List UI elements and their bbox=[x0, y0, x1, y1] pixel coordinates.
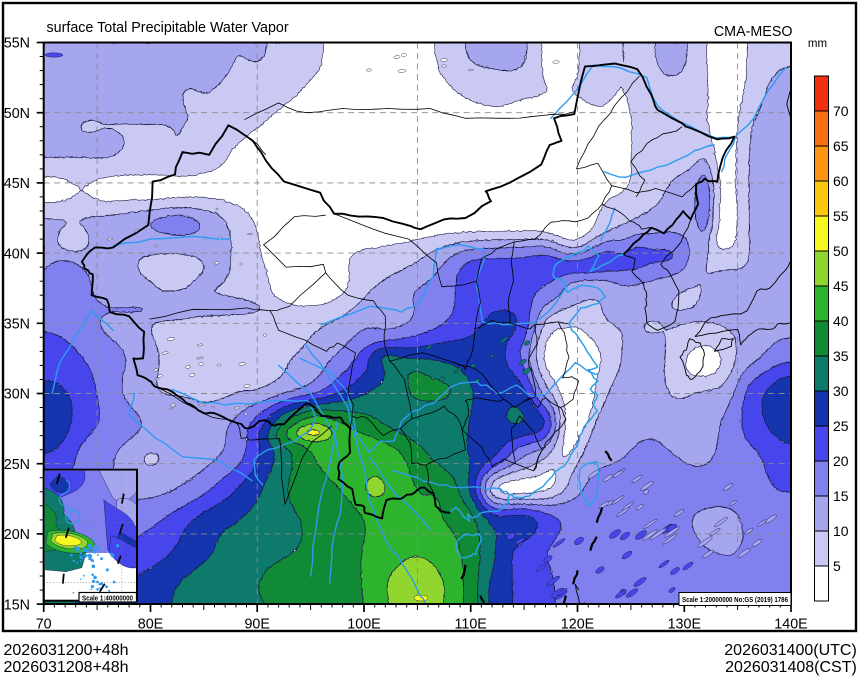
svg-text:120E: 120E bbox=[561, 617, 594, 633]
svg-text:40N: 40N bbox=[4, 246, 30, 262]
svg-text:Scale 1:20000000 No:GS (2019): Scale 1:20000000 No:GS (2019) 1786 bbox=[682, 595, 788, 604]
svg-text:Scale 1:40000000: Scale 1:40000000 bbox=[82, 593, 133, 602]
svg-text:50N: 50N bbox=[4, 106, 30, 122]
svg-text:2026031200+48h: 2026031200+48h bbox=[4, 642, 129, 659]
svg-text:2026031208+48h: 2026031208+48h bbox=[4, 659, 129, 676]
svg-text:70: 70 bbox=[833, 103, 849, 119]
svg-text:15N: 15N bbox=[4, 597, 30, 613]
svg-text:130E: 130E bbox=[668, 617, 701, 633]
svg-text:45N: 45N bbox=[4, 176, 30, 192]
svg-text:25: 25 bbox=[833, 418, 849, 434]
svg-text:2026031400(UTC): 2026031400(UTC) bbox=[724, 642, 857, 659]
svg-text:65: 65 bbox=[833, 138, 849, 154]
svg-text:70: 70 bbox=[36, 617, 52, 633]
svg-text:10: 10 bbox=[833, 523, 849, 539]
svg-text:90E: 90E bbox=[244, 617, 269, 633]
svg-text:60: 60 bbox=[833, 173, 849, 189]
svg-text:25N: 25N bbox=[4, 457, 30, 473]
svg-text:35: 35 bbox=[833, 348, 849, 364]
svg-text:30N: 30N bbox=[4, 387, 30, 403]
svg-text:45: 45 bbox=[833, 278, 849, 294]
svg-text:110E: 110E bbox=[455, 617, 487, 633]
svg-text:2026031408(CST): 2026031408(CST) bbox=[725, 659, 857, 676]
svg-text:surface Total Precipitable Wat: surface Total Precipitable Water Vapor bbox=[47, 20, 289, 36]
svg-text:100E: 100E bbox=[347, 617, 380, 633]
svg-text:40: 40 bbox=[833, 313, 849, 329]
svg-text:80E: 80E bbox=[138, 617, 163, 633]
svg-text:mm: mm bbox=[808, 38, 827, 50]
svg-text:20: 20 bbox=[833, 453, 849, 469]
svg-text:50: 50 bbox=[833, 243, 849, 259]
svg-text:35N: 35N bbox=[4, 317, 30, 333]
svg-text:140E: 140E bbox=[774, 617, 807, 633]
svg-text:55N: 55N bbox=[4, 36, 30, 52]
svg-text:55: 55 bbox=[833, 208, 849, 224]
svg-text:15: 15 bbox=[833, 488, 849, 504]
svg-text:30: 30 bbox=[833, 383, 849, 399]
svg-text:CMA-MESO: CMA-MESO bbox=[714, 24, 793, 40]
svg-text:20N: 20N bbox=[4, 527, 30, 543]
svg-text:5: 5 bbox=[833, 558, 841, 574]
